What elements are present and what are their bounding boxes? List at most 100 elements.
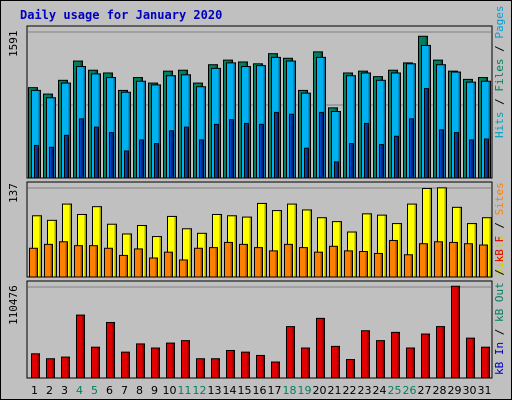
sites-bar-shade <box>80 246 82 277</box>
pages-bar <box>394 135 399 179</box>
pages-bar <box>49 146 54 179</box>
hits-bar-shade <box>218 68 220 178</box>
pages-bar <box>184 126 189 179</box>
pages-bar <box>229 119 234 179</box>
kb-f-bar-shade <box>172 343 174 378</box>
kb-f-bar-shade <box>427 334 429 378</box>
kb-f-bar-shade <box>412 348 414 378</box>
legend-text: / <box>493 92 506 112</box>
kb-f-bar-shade <box>127 352 129 378</box>
pages-bar-shade <box>156 144 158 178</box>
hits-bar-shade <box>68 83 70 178</box>
day-label: 20 <box>313 384 327 397</box>
kb-f-bar <box>196 358 205 379</box>
sites-bar <box>269 250 278 278</box>
sites-bar-shade <box>95 246 97 277</box>
pages-bar <box>469 139 474 179</box>
sites-bar-shade <box>470 244 472 277</box>
day-label: 13 <box>208 384 222 397</box>
day-label: 1 <box>31 384 38 397</box>
visits-bar-shade <box>189 229 191 277</box>
visits-bar-shade <box>279 211 281 277</box>
kb-f-bar-shade <box>292 327 294 378</box>
hits-bar-shade <box>398 73 400 178</box>
kb-f-bar <box>451 285 460 379</box>
sites-bar <box>194 247 203 278</box>
kb-f-bar <box>106 321 115 379</box>
sites-bar <box>284 243 293 278</box>
pages-bar-shade <box>111 133 113 178</box>
kb-f-bar-shade <box>487 347 489 378</box>
kb-f-bar-shade <box>142 344 144 378</box>
day-label: 11 <box>178 384 192 397</box>
hits-bar-shade <box>173 76 175 178</box>
day-label: 30 <box>463 384 477 397</box>
sites-bar-shade <box>260 248 262 277</box>
sites-bar <box>239 243 248 278</box>
sites-bar <box>479 244 488 278</box>
visits-bar-shade <box>399 224 401 277</box>
visits-bar-shade <box>144 226 146 277</box>
visits-bar-shade <box>459 207 461 277</box>
kb-f-bar <box>61 356 70 379</box>
sites-bar <box>299 247 308 278</box>
kb-f-bar <box>271 361 280 379</box>
kb-f-bar <box>166 342 175 379</box>
kb-f-bar <box>136 343 145 379</box>
sites-bar <box>224 241 233 278</box>
sites-bar-shade <box>290 244 292 277</box>
visits-bar-shade <box>84 214 86 277</box>
sites-bar-shade <box>410 255 412 277</box>
sites-bar <box>344 250 353 278</box>
visits-bar-shade <box>414 204 416 277</box>
sites-bar <box>149 257 158 278</box>
hits-bar-shade <box>248 67 250 178</box>
kb-f-bar <box>181 340 190 379</box>
sites-bar-shade <box>320 252 322 277</box>
sites-bar <box>359 251 368 278</box>
kb-f-bar <box>436 326 445 379</box>
pages-bar-shade <box>366 123 368 178</box>
kb-f-bar <box>31 353 40 379</box>
sites-bar-shade <box>440 242 442 277</box>
pages-bar-shade <box>336 162 338 178</box>
pages-bar <box>139 139 144 179</box>
day-label: 2 <box>46 384 53 397</box>
pages-bar-shade <box>66 135 68 178</box>
pages-bar-shade <box>96 127 98 178</box>
sites-bar-shade <box>380 253 382 277</box>
kb-panel <box>26 280 493 379</box>
kb-f-bar <box>406 347 415 379</box>
sites-bar-shade <box>365 252 367 277</box>
pages-bar <box>319 111 324 179</box>
sites-bar-shade <box>125 255 127 277</box>
kb-f-bar-shade <box>112 322 114 378</box>
pages-bar-shade <box>261 124 263 178</box>
pages-bar <box>169 130 174 179</box>
sites-bar <box>59 241 68 278</box>
hits-bar-shade <box>308 93 310 178</box>
kb-f-bar <box>481 346 490 379</box>
visits-bar-shade <box>174 216 176 277</box>
visits-bar-shade <box>114 224 116 277</box>
hits-bar-shade <box>233 63 235 178</box>
sites-bar-shade <box>425 244 427 277</box>
kb-f-bar-shade <box>52 359 54 378</box>
visits-bar-shade <box>264 203 266 277</box>
kb-f-bar-shade <box>217 359 219 378</box>
day-label: 12 <box>193 384 207 397</box>
kb-f-bar-shade <box>277 362 279 378</box>
pages-bar-shade <box>81 119 83 178</box>
legend-text: kB In <box>493 342 506 375</box>
legend-kb: kB In / kB Out / kB F <box>493 236 506 375</box>
kb-f-bar <box>211 358 220 379</box>
hits-bar-shade <box>98 74 100 178</box>
kb-f-bar-shade <box>97 347 99 378</box>
sites-bar <box>104 247 113 278</box>
hits-bar-shade <box>38 90 40 178</box>
pages-bar <box>349 143 354 179</box>
pages-bar-shade <box>306 148 308 178</box>
visits-bar-shade <box>489 218 491 277</box>
day-label: 4 <box>76 384 83 397</box>
